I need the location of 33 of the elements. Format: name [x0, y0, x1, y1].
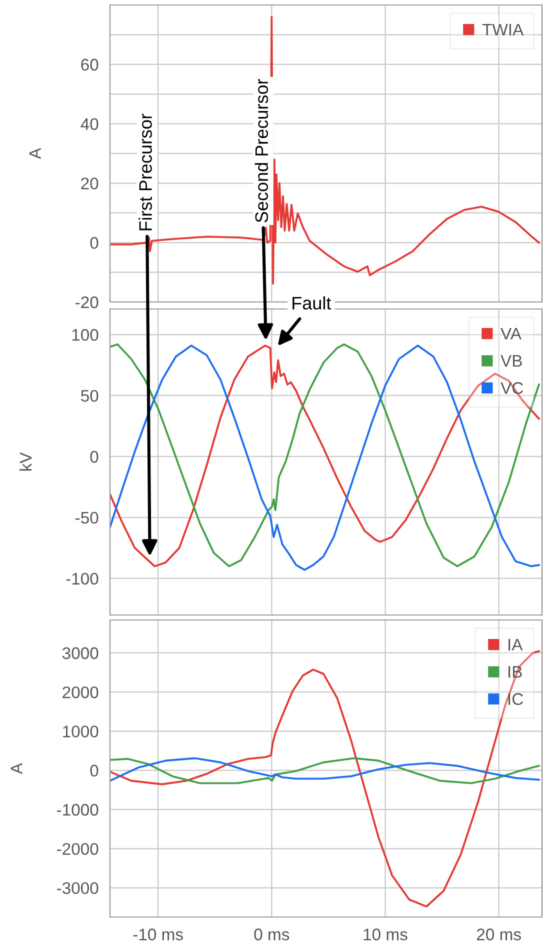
y-tick-label: -50 — [76, 512, 98, 524]
legend-label: IA — [508, 638, 523, 650]
y-axis-title: A — [29, 148, 41, 160]
y-tick-label: -2000 — [57, 843, 98, 855]
x-tick-label: 0 ms — [254, 928, 290, 940]
y-tick-label: -20 — [76, 296, 98, 308]
legend-label: IC — [508, 693, 524, 705]
y-tick-label: 40 — [80, 118, 98, 130]
line-series — [110, 650, 540, 908]
y-tick-label: -100 — [66, 572, 98, 585]
y-tick-label: 60 — [81, 58, 98, 71]
y-tick-label: 100 — [72, 329, 98, 341]
y-tick-label: 3000 — [62, 647, 98, 660]
y-tick-label: -1000 — [57, 804, 98, 816]
y-tick-label: 0 — [90, 764, 98, 777]
annotation: Fault — [292, 296, 332, 310]
y-tick-label: 2000 — [62, 686, 98, 698]
x-tick-label: 20 ms — [476, 928, 521, 940]
y-tick-label: 0 — [90, 450, 98, 463]
y-tick-label: -3000 — [57, 882, 98, 894]
legend-label: TWIA — [482, 24, 524, 36]
annotation: First Precursor — [138, 114, 152, 230]
legend-label: VA — [500, 328, 522, 340]
legend-label: VB — [500, 355, 522, 367]
x-tick-label: -10 ms — [133, 928, 183, 940]
annotation: Second Precursor — [254, 78, 268, 222]
y-axis-title: kV — [19, 452, 32, 471]
x-tick-label: 10 ms — [364, 928, 408, 940]
y-tick-label: 20 — [81, 178, 98, 190]
y-axis-title: A — [10, 762, 22, 774]
y-tick-label: 1000 — [63, 726, 98, 738]
y-tick-label: 50 — [81, 390, 98, 402]
y-tick-label: 0 — [90, 237, 98, 249]
